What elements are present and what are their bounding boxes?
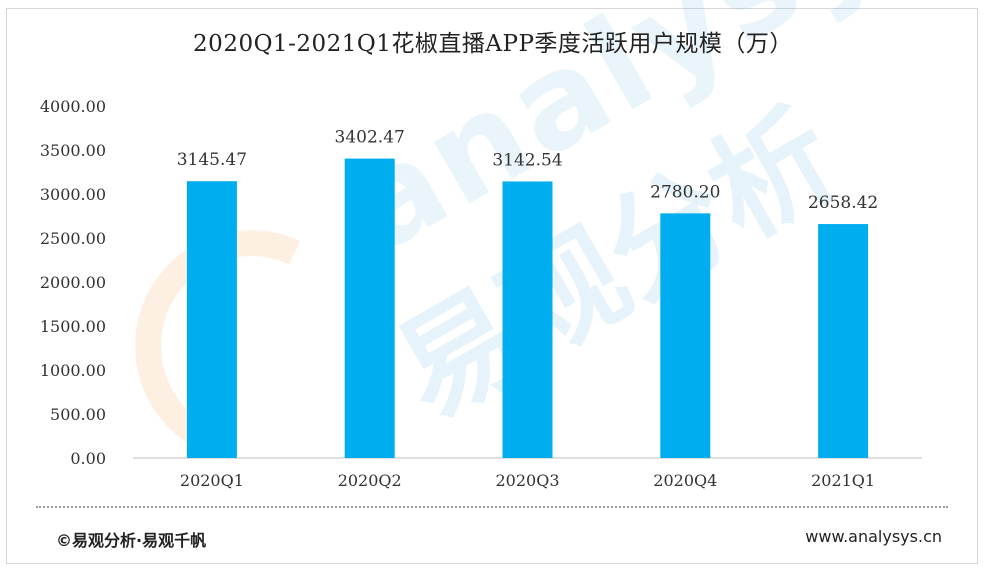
chart-frame xyxy=(6,8,978,564)
y-tick-label: 1500.00 xyxy=(40,317,106,336)
x-tick-label: 2020Q2 xyxy=(338,471,402,490)
footer-source: ©易观分析·易观千帆 xyxy=(56,531,207,550)
bar-2020Q3 xyxy=(502,181,553,458)
x-tick-label: 2021Q1 xyxy=(811,471,875,490)
data-label: 3145.47 xyxy=(177,150,247,170)
x-tick-label: 2020Q4 xyxy=(653,471,717,490)
x-tick-label: 2020Q1 xyxy=(180,471,244,490)
y-tick-label: 3000.00 xyxy=(40,185,106,204)
y-tick-label: 500.00 xyxy=(50,405,106,424)
bar-2021Q1 xyxy=(818,224,869,458)
y-tick-label: 2500.00 xyxy=(40,229,106,248)
data-label: 2780.20 xyxy=(650,182,720,202)
y-tick-label: 3500.00 xyxy=(40,141,106,160)
data-label: 3142.54 xyxy=(492,150,562,170)
y-tick-label: 4000.00 xyxy=(40,97,106,116)
bar-2020Q1 xyxy=(186,181,237,458)
bar-2020Q2 xyxy=(344,158,395,458)
footer-divider xyxy=(36,506,948,508)
chart-title: 2020Q1-2021Q1花椒直播APP季度活跃用户规模（万） xyxy=(193,31,793,57)
bar-2020Q4 xyxy=(660,213,711,458)
y-tick-label: 2000.00 xyxy=(40,273,106,292)
footer-website: www.analysys.cn xyxy=(805,527,942,546)
data-label: 3402.47 xyxy=(335,128,405,148)
y-tick-label: 1000.00 xyxy=(40,361,106,380)
x-tick-label: 2020Q3 xyxy=(495,471,559,490)
data-label: 2658.42 xyxy=(808,193,878,213)
y-tick-label: 0.00 xyxy=(70,449,106,468)
